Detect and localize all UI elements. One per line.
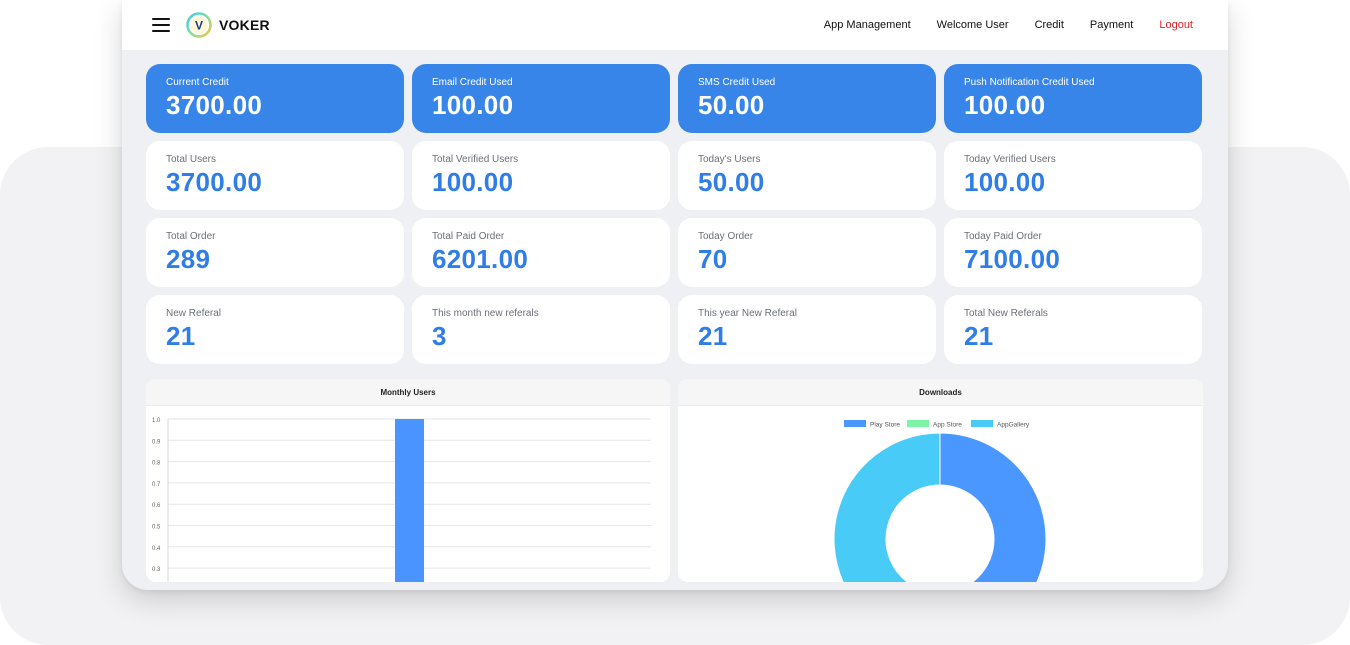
stat-value: 100.00 bbox=[432, 90, 514, 120]
stat-card-today-order: Today Order 70 bbox=[678, 218, 936, 287]
y-tick-label: 0.8 bbox=[152, 461, 161, 467]
brand-name: VOKER bbox=[219, 17, 270, 33]
app-window: V VOKER App Management Welcome User Cred… bbox=[122, 0, 1228, 590]
stat-card-month-new-referals: This month new referals 3 bbox=[412, 295, 670, 364]
stat-card-year-new-referal: This year New Referal 21 bbox=[678, 295, 936, 364]
stat-label: Total Paid Order bbox=[432, 231, 505, 242]
nav-credit[interactable]: Credit bbox=[1034, 19, 1064, 31]
stat-label: SMS Credit Used bbox=[698, 77, 776, 88]
chart-title: Downloads bbox=[678, 379, 1203, 406]
stat-value: 3 bbox=[432, 321, 447, 351]
donut-slice bbox=[939, 432, 1047, 582]
stat-card-email-credit-used: Email Credit Used 100.00 bbox=[412, 64, 670, 133]
stat-card-push-credit-used: Push Notification Credit Used 100.00 bbox=[944, 64, 1202, 133]
menu-icon[interactable] bbox=[152, 18, 170, 32]
stat-label: Total New Referals bbox=[964, 308, 1048, 319]
logo-letter: V bbox=[195, 19, 203, 33]
stat-card-new-referal: New Referal 21 bbox=[146, 295, 404, 364]
stat-label: Today's Users bbox=[698, 154, 761, 165]
stat-value: 100.00 bbox=[432, 167, 514, 197]
downloads-panel: Downloads Play Store App Store AppGallery bbox=[678, 379, 1203, 582]
legend-swatch bbox=[971, 420, 993, 427]
stat-value: 289 bbox=[166, 244, 211, 274]
stat-value: 21 bbox=[166, 321, 196, 351]
nav-welcome-user[interactable]: Welcome User bbox=[936, 19, 1009, 31]
stat-card-total-paid-order: Total Paid Order 6201.00 bbox=[412, 218, 670, 287]
stat-value: 7100.00 bbox=[964, 244, 1061, 274]
nav-payment[interactable]: Payment bbox=[1089, 19, 1134, 31]
stat-value: 3700.00 bbox=[166, 167, 263, 197]
stat-value: 21 bbox=[964, 321, 994, 351]
stat-card-total-order: Total Order 289 bbox=[146, 218, 404, 287]
legend-label: Play Store bbox=[870, 422, 900, 429]
stat-label: Total Order bbox=[166, 231, 216, 242]
stat-card-today-paid-order: Today Paid Order 7100.00 bbox=[944, 218, 1202, 287]
nav-logout[interactable]: Logout bbox=[1159, 19, 1193, 31]
y-tick-label: 1.0 bbox=[152, 418, 161, 424]
monthly-users-panel: Monthly Users 1.0 0.9 0.8 0.7 0.6 0.5 0.4 0.3 bbox=[146, 379, 670, 582]
stat-card-total-users: Total Users 3700.00 bbox=[146, 141, 404, 210]
stat-value: 50.00 bbox=[698, 90, 765, 120]
stat-label: This month new referals bbox=[432, 308, 539, 319]
donut-slice bbox=[833, 432, 941, 582]
stat-card-today-verified-users: Today Verified Users 100.00 bbox=[944, 141, 1202, 210]
legend-swatch bbox=[907, 420, 929, 427]
stat-card-todays-users: Today's Users 50.00 bbox=[678, 141, 936, 210]
y-tick-label: 0.5 bbox=[152, 525, 161, 531]
stat-value: 3700.00 bbox=[166, 90, 263, 120]
bar bbox=[395, 419, 424, 582]
stat-label: Push Notification Credit Used bbox=[964, 77, 1095, 88]
voker-logo-icon: V bbox=[186, 12, 212, 38]
y-tick-label: 0.9 bbox=[152, 439, 161, 445]
top-navbar: V VOKER App Management Welcome User Cred… bbox=[122, 0, 1228, 50]
stat-card-total-new-referals: Total New Referals 21 bbox=[944, 295, 1202, 364]
stat-value: 100.00 bbox=[964, 90, 1046, 120]
downloads-chart: Play Store App Store AppGallery bbox=[833, 420, 1047, 582]
stat-label: Current Credit bbox=[166, 77, 229, 88]
stat-label: Email Credit Used bbox=[432, 77, 513, 88]
monthly-users-chart: 1.0 0.9 0.8 0.7 0.6 0.5 0.4 0.3 bbox=[152, 418, 651, 582]
stats-grid: Current Credit 3700.00 Email Credit Used 1… bbox=[146, 64, 1203, 364]
y-tick-label: 0.4 bbox=[152, 546, 161, 552]
stat-label: Today Order bbox=[698, 231, 754, 242]
stat-label: Total Users bbox=[166, 154, 217, 165]
stat-value: 100.00 bbox=[964, 167, 1046, 197]
stat-value: 70 bbox=[698, 244, 728, 274]
stat-label: New Referal bbox=[166, 308, 222, 319]
stat-label: This year New Referal bbox=[698, 308, 797, 319]
stat-card-sms-credit-used: SMS Credit Used 50.00 bbox=[678, 64, 936, 133]
stat-value: 50.00 bbox=[698, 167, 765, 197]
stat-value: 6201.00 bbox=[432, 244, 529, 274]
stat-card-total-verified-users: Total Verified Users 100.00 bbox=[412, 141, 670, 210]
legend-label: AppGallery bbox=[997, 422, 1030, 429]
nav-app-management[interactable]: App Management bbox=[823, 19, 911, 31]
stat-card-current-credit: Current Credit 3700.00 bbox=[146, 64, 404, 133]
stat-value: 21 bbox=[698, 321, 728, 351]
chart-title: Monthly Users bbox=[146, 379, 670, 406]
legend-swatch bbox=[844, 420, 866, 427]
legend-label: App Store bbox=[933, 422, 962, 429]
main-nav: App Management Welcome User Credit Payme… bbox=[824, 19, 1198, 31]
stat-label: Total Verified Users bbox=[432, 154, 519, 165]
y-tick-label: 0.3 bbox=[152, 567, 161, 573]
stat-label: Today Verified Users bbox=[964, 154, 1056, 165]
stat-label: Today Paid Order bbox=[964, 231, 1042, 242]
y-tick-label: 0.7 bbox=[152, 482, 161, 488]
y-tick-label: 0.6 bbox=[152, 503, 161, 509]
